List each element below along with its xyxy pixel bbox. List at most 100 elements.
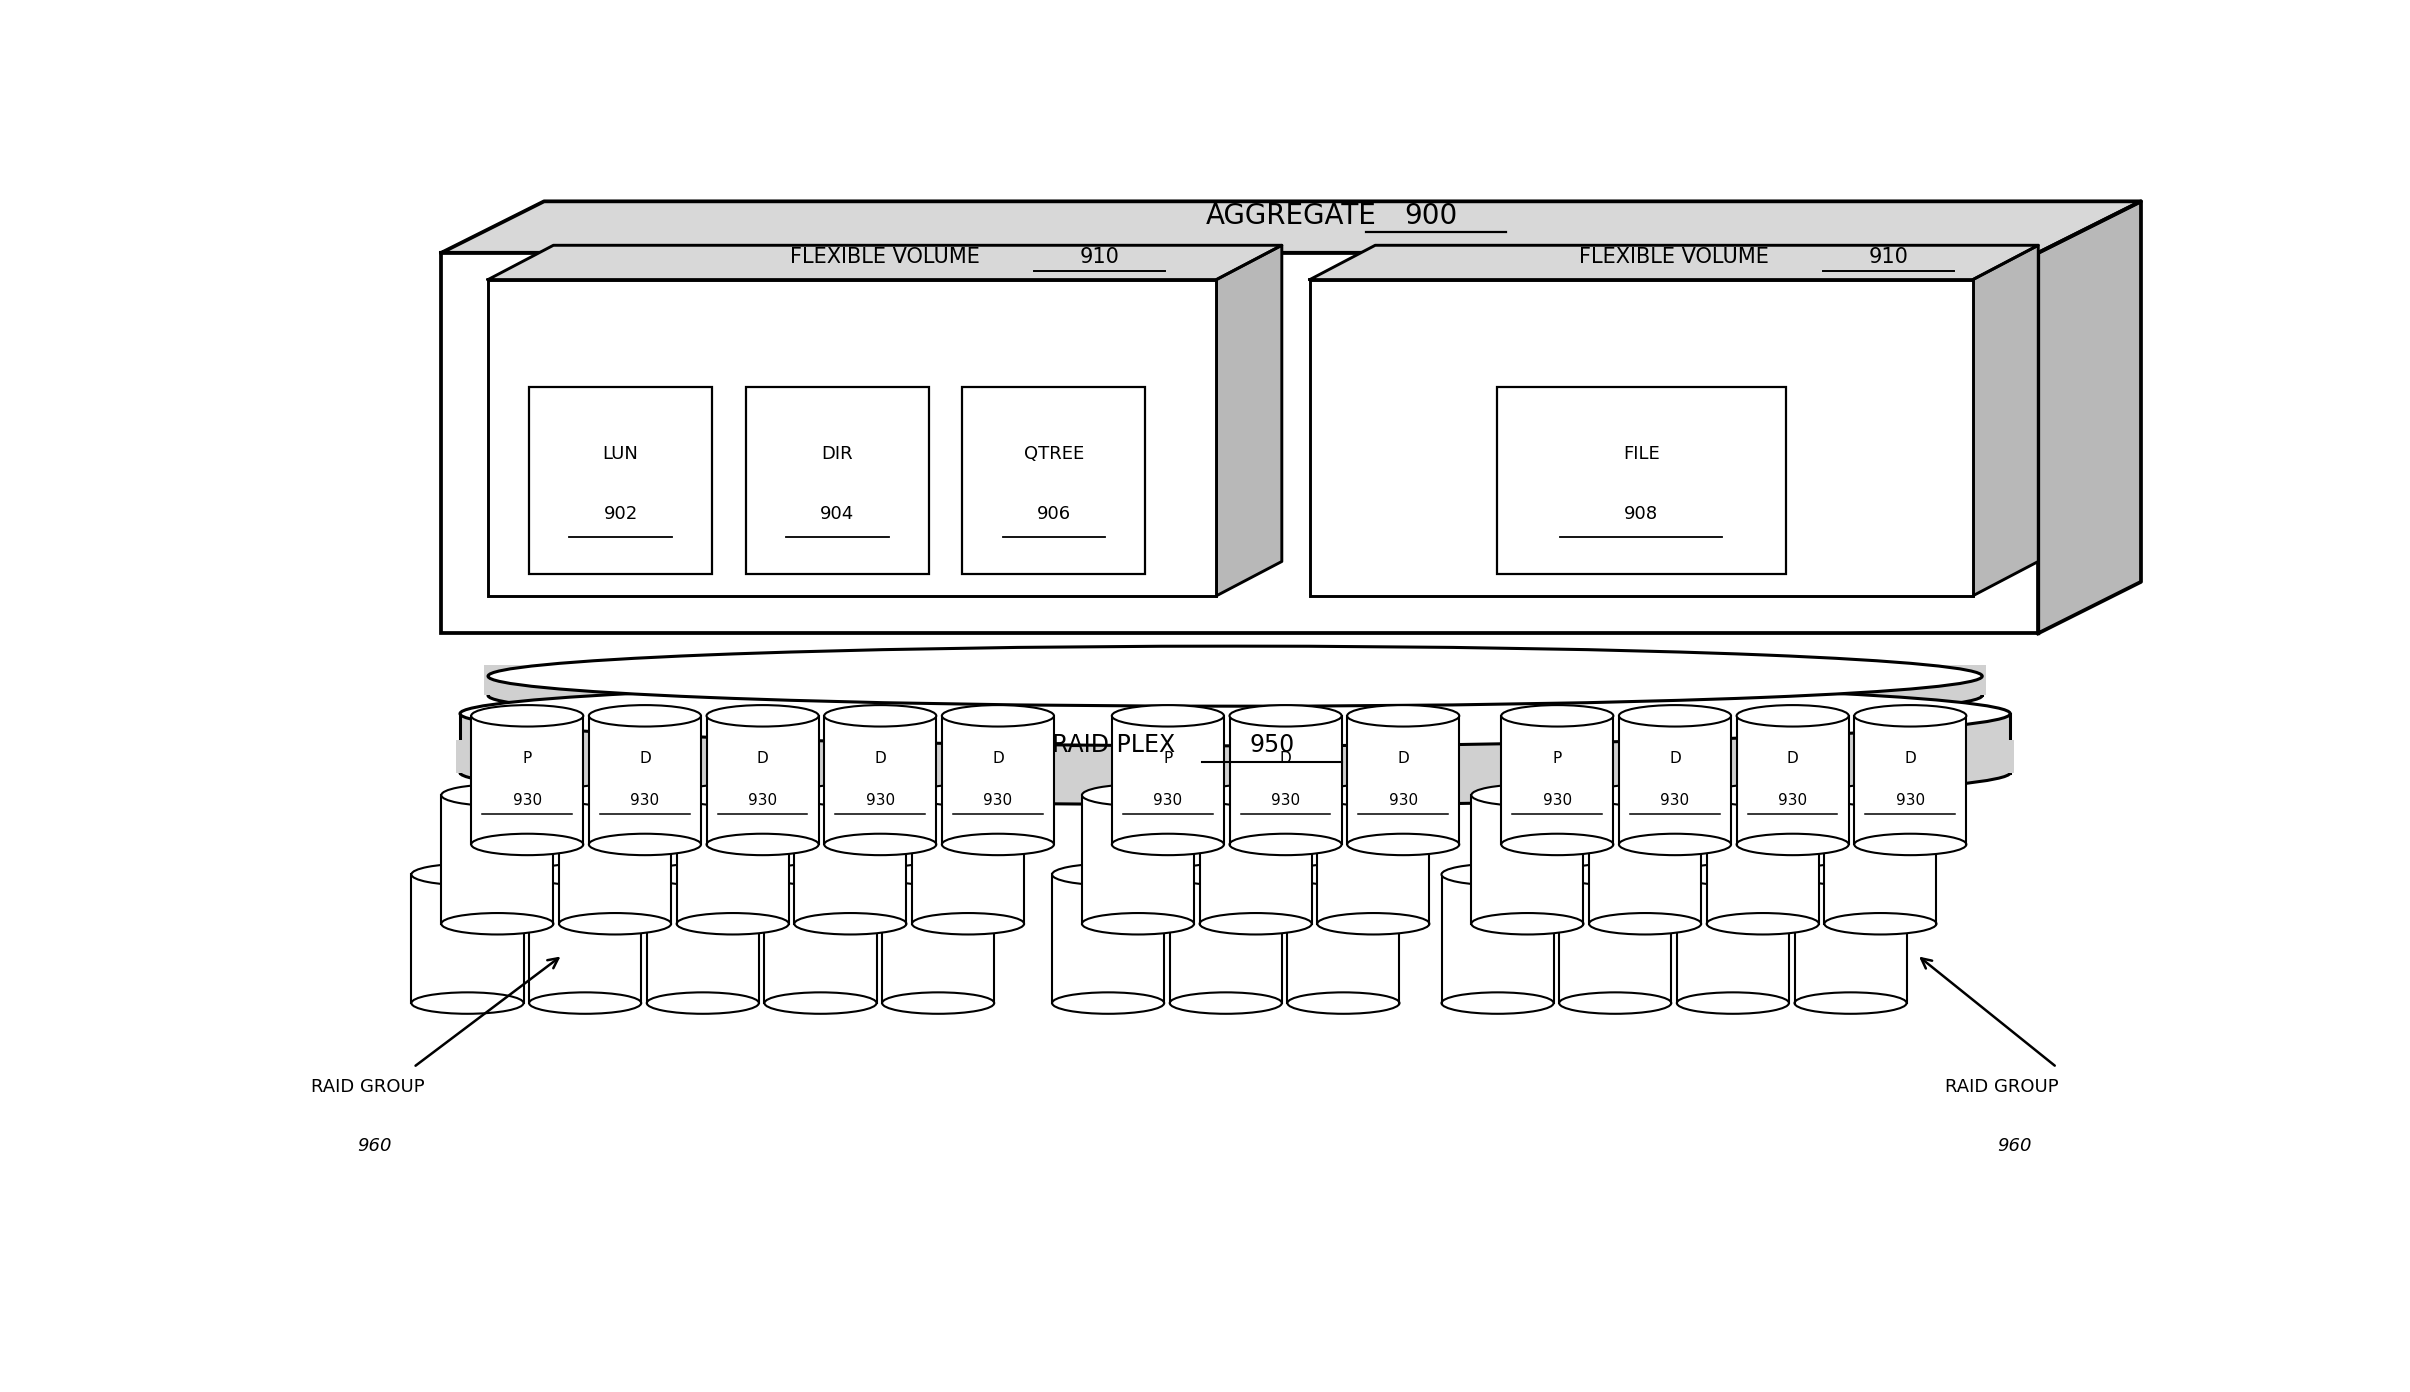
- Text: 930: 930: [1154, 793, 1183, 809]
- Bar: [472, 715, 583, 845]
- Bar: [1347, 715, 1460, 845]
- Ellipse shape: [677, 785, 788, 806]
- Ellipse shape: [764, 863, 877, 885]
- Ellipse shape: [1620, 834, 1730, 855]
- Ellipse shape: [460, 682, 2010, 746]
- Text: P: P: [1164, 750, 1174, 766]
- Ellipse shape: [1824, 913, 1938, 934]
- Bar: [1473, 795, 1583, 924]
- Ellipse shape: [1318, 785, 1429, 806]
- Ellipse shape: [1620, 706, 1730, 727]
- Text: 930: 930: [1542, 793, 1571, 809]
- Ellipse shape: [1588, 785, 1701, 806]
- Text: D: D: [757, 750, 769, 766]
- Bar: [460, 714, 2010, 773]
- Bar: [1311, 280, 1974, 596]
- Ellipse shape: [1441, 863, 1554, 885]
- Ellipse shape: [1824, 785, 1938, 806]
- Ellipse shape: [487, 665, 1981, 725]
- Ellipse shape: [588, 706, 701, 727]
- Text: D: D: [1670, 750, 1680, 766]
- Bar: [1853, 715, 1967, 845]
- Bar: [764, 874, 877, 1004]
- Ellipse shape: [942, 834, 1053, 855]
- Ellipse shape: [706, 834, 819, 855]
- Bar: [962, 387, 1145, 575]
- Ellipse shape: [1588, 913, 1701, 934]
- Text: RAID GROUP: RAID GROUP: [311, 1077, 424, 1096]
- Ellipse shape: [1738, 834, 1848, 855]
- Polygon shape: [1311, 245, 2039, 280]
- Text: 960: 960: [1998, 1137, 2032, 1155]
- Bar: [1287, 874, 1400, 1004]
- Ellipse shape: [1795, 992, 1906, 1013]
- Ellipse shape: [1287, 863, 1400, 885]
- Ellipse shape: [1318, 913, 1429, 934]
- Ellipse shape: [472, 834, 583, 855]
- Text: D: D: [993, 750, 1005, 766]
- Bar: [484, 665, 1986, 696]
- Bar: [1706, 795, 1820, 924]
- Ellipse shape: [1200, 913, 1311, 934]
- Bar: [795, 795, 906, 924]
- Text: D: D: [1904, 750, 1916, 766]
- Text: P: P: [1552, 750, 1562, 766]
- Polygon shape: [2039, 202, 2140, 633]
- Bar: [646, 874, 759, 1004]
- Ellipse shape: [1111, 834, 1224, 855]
- Ellipse shape: [1347, 706, 1460, 727]
- Text: FILE: FILE: [1622, 445, 1660, 464]
- Bar: [942, 715, 1053, 845]
- Ellipse shape: [1082, 785, 1193, 806]
- Ellipse shape: [460, 741, 2010, 805]
- Ellipse shape: [1229, 706, 1342, 727]
- Ellipse shape: [588, 834, 701, 855]
- Ellipse shape: [646, 863, 759, 885]
- Ellipse shape: [911, 913, 1024, 934]
- Bar: [1588, 795, 1701, 924]
- Bar: [1200, 795, 1311, 924]
- Bar: [1441, 874, 1554, 1004]
- Text: QTREE: QTREE: [1024, 445, 1084, 464]
- Ellipse shape: [1053, 863, 1164, 885]
- Ellipse shape: [530, 992, 641, 1013]
- Ellipse shape: [677, 913, 788, 934]
- Text: D: D: [1398, 750, 1410, 766]
- Bar: [1053, 874, 1164, 1004]
- Bar: [412, 874, 523, 1004]
- Ellipse shape: [1853, 706, 1967, 727]
- Text: 930: 930: [1270, 793, 1299, 809]
- Bar: [911, 795, 1024, 924]
- Bar: [1559, 874, 1670, 1004]
- Text: 906: 906: [1036, 505, 1070, 523]
- Polygon shape: [1217, 245, 1282, 596]
- Text: 902: 902: [602, 505, 639, 523]
- Text: 904: 904: [819, 505, 856, 523]
- Text: 930: 930: [1388, 793, 1417, 809]
- Text: 950: 950: [1251, 734, 1294, 757]
- Bar: [882, 874, 995, 1004]
- Ellipse shape: [559, 785, 670, 806]
- Bar: [1318, 795, 1429, 924]
- Text: D: D: [875, 750, 887, 766]
- Text: 930: 930: [983, 793, 1012, 809]
- Polygon shape: [487, 245, 1282, 280]
- Bar: [1738, 715, 1848, 845]
- Ellipse shape: [1706, 785, 1820, 806]
- Text: 930: 930: [747, 793, 776, 809]
- Text: 930: 930: [1779, 793, 1808, 809]
- Ellipse shape: [795, 785, 906, 806]
- Bar: [745, 387, 928, 575]
- Text: DIR: DIR: [822, 445, 853, 464]
- Bar: [1169, 874, 1282, 1004]
- Ellipse shape: [1559, 863, 1670, 885]
- Ellipse shape: [824, 834, 935, 855]
- Ellipse shape: [530, 863, 641, 885]
- Bar: [1111, 715, 1224, 845]
- Ellipse shape: [1501, 834, 1612, 855]
- Ellipse shape: [911, 785, 1024, 806]
- Ellipse shape: [1559, 992, 1670, 1013]
- Text: P: P: [523, 750, 533, 766]
- Ellipse shape: [1082, 913, 1193, 934]
- Bar: [1082, 795, 1193, 924]
